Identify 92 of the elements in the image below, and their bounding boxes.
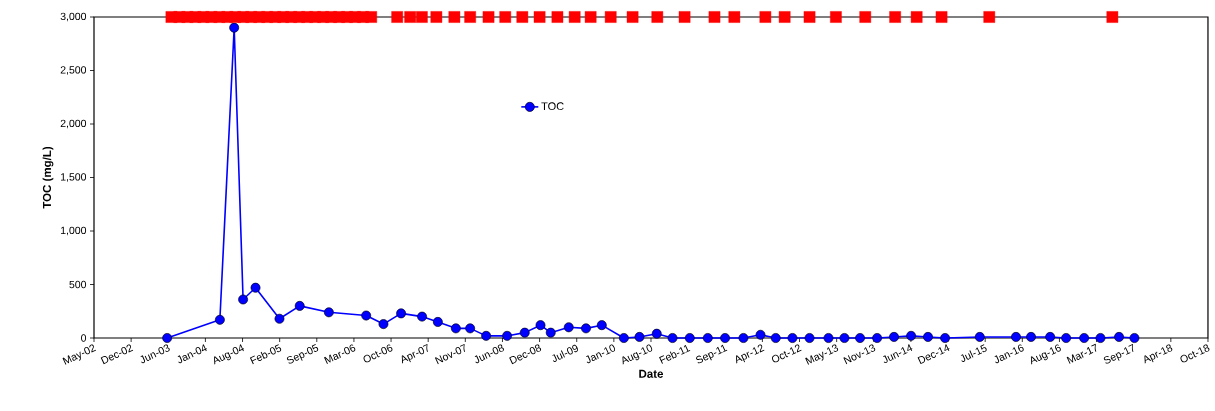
point — [803, 11, 816, 23]
point — [923, 332, 933, 342]
point — [787, 333, 798, 343]
point — [464, 11, 476, 23]
point — [1061, 333, 1072, 343]
point — [778, 11, 791, 23]
y-tick-label: 0 — [81, 334, 87, 342]
point — [651, 328, 662, 339]
point — [404, 11, 416, 23]
point — [759, 11, 772, 23]
point — [448, 11, 461, 23]
point — [604, 11, 617, 23]
point — [396, 308, 406, 319]
point — [1095, 333, 1106, 343]
point — [667, 333, 678, 343]
legend-label: TOC — [541, 102, 564, 111]
point — [361, 310, 372, 321]
point — [708, 11, 721, 23]
point — [214, 314, 225, 325]
point — [378, 319, 389, 329]
point — [535, 320, 546, 331]
point — [238, 294, 248, 305]
point — [889, 11, 901, 23]
y-tick-label: 1,000 — [61, 226, 87, 236]
point — [250, 282, 261, 293]
point — [516, 11, 529, 23]
point — [804, 333, 815, 343]
point — [581, 323, 591, 334]
point — [940, 333, 950, 343]
y-tick-label: 500 — [69, 280, 87, 289]
point — [465, 323, 476, 334]
point — [162, 333, 173, 343]
point — [499, 11, 512, 23]
point — [720, 333, 730, 343]
point — [274, 313, 285, 324]
point — [568, 11, 581, 23]
point — [634, 332, 645, 342]
y-tick-label: 3,000 — [60, 12, 87, 22]
point — [584, 11, 597, 23]
point — [1011, 332, 1021, 342]
point — [1114, 332, 1124, 342]
point — [519, 327, 530, 338]
point — [482, 11, 495, 23]
point — [563, 322, 574, 333]
point — [859, 11, 872, 23]
point — [533, 11, 546, 23]
point — [906, 330, 916, 341]
point — [1026, 332, 1036, 342]
y-tick-label: 1,500 — [61, 173, 87, 182]
point — [323, 307, 334, 318]
point — [983, 11, 996, 23]
point — [626, 11, 639, 23]
point — [651, 11, 664, 23]
point — [823, 333, 834, 343]
point — [432, 317, 443, 327]
point — [294, 301, 305, 311]
point — [910, 11, 923, 23]
point — [830, 11, 842, 23]
point — [481, 330, 492, 341]
point — [935, 11, 948, 23]
point — [545, 327, 556, 338]
point — [770, 333, 781, 343]
point — [417, 311, 427, 322]
point — [365, 11, 377, 23]
point — [684, 333, 695, 343]
point — [889, 332, 899, 342]
y-tick-label: 2,000 — [60, 119, 87, 129]
point — [1106, 11, 1119, 23]
point — [755, 329, 766, 340]
x-axis-title: Date — [639, 369, 664, 378]
point — [391, 11, 403, 23]
point — [618, 333, 629, 343]
y-axis-title: TOC (mg/L) — [42, 146, 54, 209]
point — [839, 333, 850, 343]
point — [596, 320, 607, 331]
point — [551, 11, 564, 23]
point — [229, 22, 240, 33]
point — [1079, 333, 1090, 343]
point — [738, 333, 749, 343]
point — [1129, 333, 1140, 343]
point — [502, 330, 512, 341]
point — [678, 11, 691, 23]
point — [450, 323, 461, 334]
y-tick-label: 2,500 — [60, 66, 87, 75]
point — [855, 333, 865, 343]
point — [1045, 332, 1056, 342]
point — [416, 11, 428, 23]
point — [872, 333, 883, 343]
point — [702, 333, 713, 343]
point — [974, 332, 985, 342]
point — [728, 11, 741, 23]
point — [430, 11, 443, 23]
